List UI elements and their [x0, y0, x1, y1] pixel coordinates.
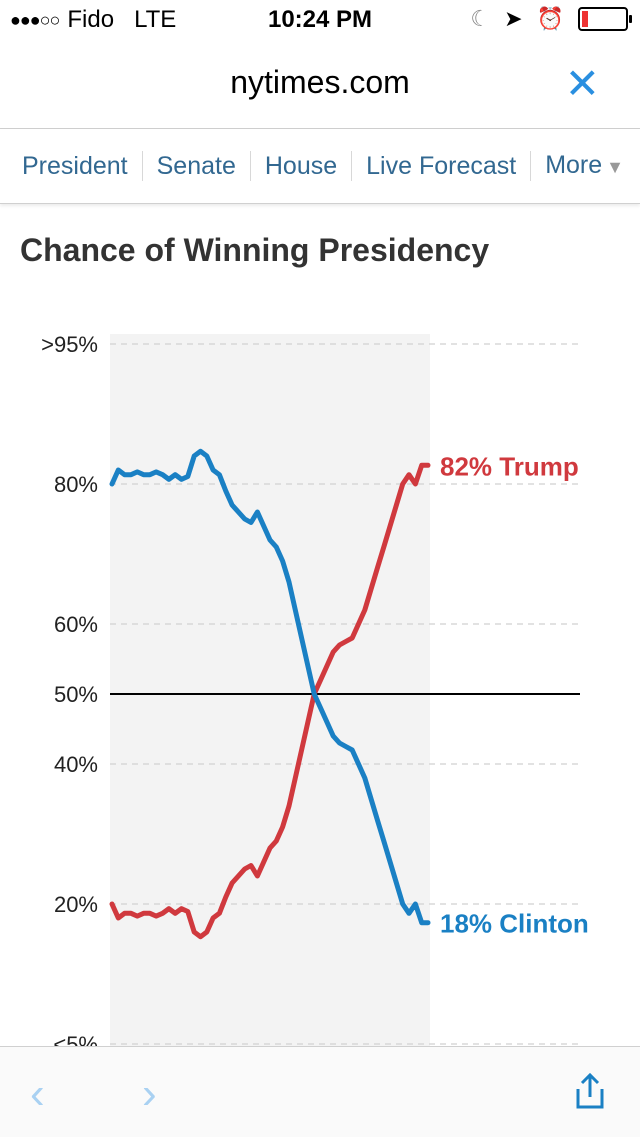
share-icon[interactable] [570, 1071, 610, 1116]
status-right: ☾ ➤ ⏰ [470, 6, 628, 32]
nav-item-live-forecast[interactable]: Live Forecast [352, 151, 531, 181]
y-tick-label: 40% [54, 752, 98, 777]
y-tick-label: 50% [54, 682, 98, 707]
browser-toolbar: ‹ › [0, 1046, 640, 1137]
shaded-period [110, 334, 430, 1046]
battery-icon [578, 7, 628, 31]
moon-icon: ☾ [470, 6, 490, 32]
nav-item-more[interactable]: More▼ [531, 150, 638, 182]
section-nav: President Senate House Live Forecast Mor… [0, 129, 640, 204]
forward-arrow-icon[interactable]: › [142, 1069, 157, 1119]
back-arrow-icon[interactable]: ‹ [30, 1069, 45, 1119]
location-arrow-icon: ➤ [504, 6, 522, 32]
y-tick-label: 80% [54, 472, 98, 497]
nav-item-house[interactable]: House [251, 151, 352, 181]
url-bar: nytimes.com ✕ [0, 40, 640, 129]
y-tick-label: 20% [54, 892, 98, 917]
nav-item-president[interactable]: President [0, 151, 143, 181]
close-icon[interactable]: ✕ [565, 64, 600, 104]
y-tick-label: <5% [53, 1032, 98, 1046]
y-tick-label: >95% [41, 332, 98, 357]
alarm-icon: ⏰ [537, 6, 564, 32]
page-title: Chance of Winning Presidency [20, 232, 489, 269]
url-text[interactable]: nytimes.com [0, 64, 640, 101]
probability-chart: >95% 80% 60% 50% 40% 20% <5% 82% Trump 18% Clint… [0, 300, 640, 1046]
y-tick-label: 60% [54, 612, 98, 637]
status-bar: ●●●○○ Fido LTE 10:24 PM ☾ ➤ ⏰ [0, 0, 640, 40]
end-label-clinton: 18% Clinton [440, 909, 589, 939]
chevron-down-icon: ▼ [606, 157, 624, 177]
end-label-trump: 82% Trump [440, 451, 579, 481]
nav-item-senate[interactable]: Senate [143, 151, 251, 181]
nav-more-label: More [545, 151, 602, 179]
